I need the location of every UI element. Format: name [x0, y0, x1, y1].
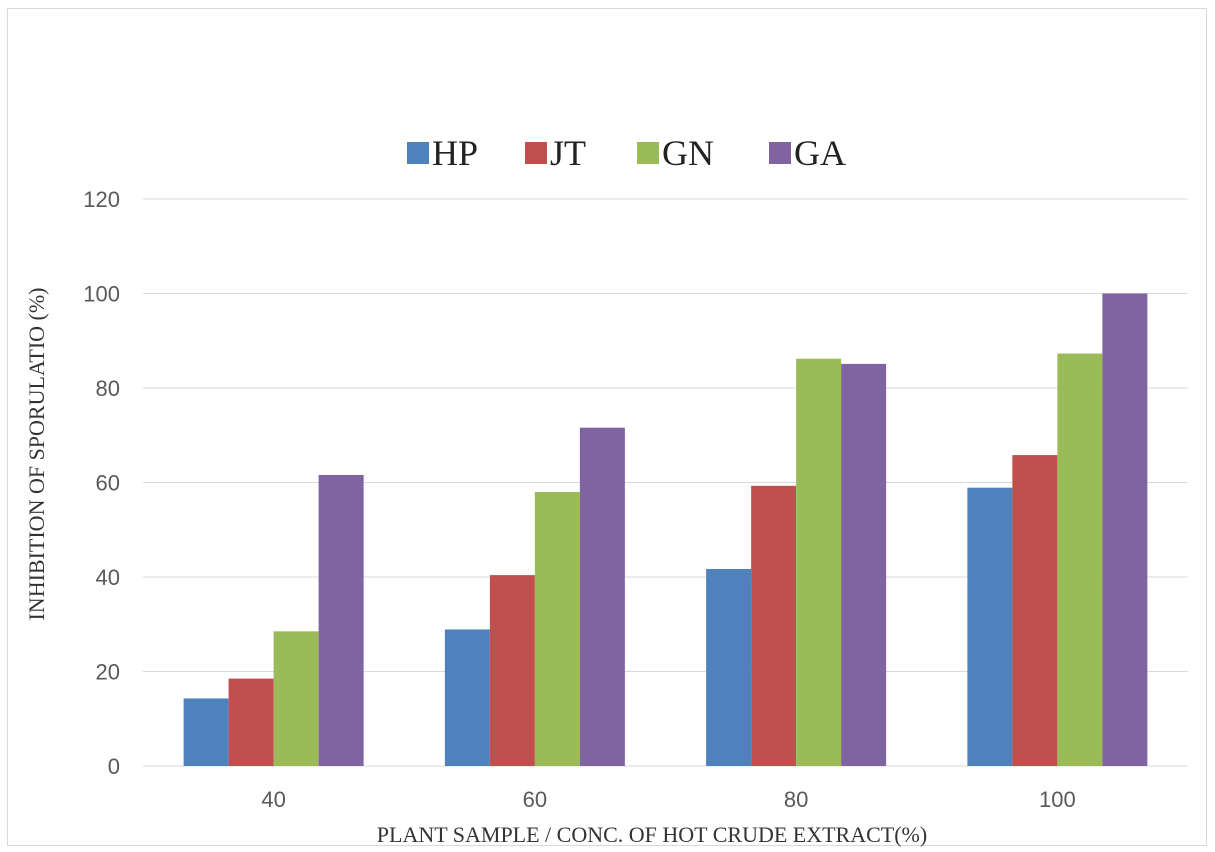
bar-jt-80	[751, 485, 797, 766]
bar-jt-40	[228, 678, 274, 766]
x-tick-labels: 40 60 80 100	[261, 787, 1075, 812]
bar-ga-100	[1102, 293, 1148, 766]
bar-jt-60	[489, 575, 535, 766]
bars	[183, 293, 1148, 766]
bar-gn-100	[1057, 353, 1103, 766]
x-tick-label: 80	[784, 787, 808, 812]
x-tick-label: 40	[261, 787, 285, 812]
bar-ga-80	[841, 363, 887, 766]
legend-swatch-hp	[407, 142, 429, 164]
y-tick-labels: 0 20 40 60 80 100 120	[83, 187, 120, 779]
bar-jt-100	[1012, 455, 1058, 766]
y-tick-label: 60	[96, 471, 120, 496]
y-tick-label: 0	[108, 754, 120, 779]
legend: HP JT GN GA	[407, 133, 846, 173]
y-tick-label: 100	[83, 282, 120, 307]
legend-swatch-jt	[525, 142, 547, 164]
legend-swatch-gn	[637, 142, 659, 164]
bar-hp-40	[183, 698, 229, 766]
legend-label-hp: HP	[432, 133, 478, 173]
bar-gn-80	[796, 358, 842, 766]
bar-gn-40	[273, 631, 319, 766]
bar-hp-100	[967, 487, 1013, 766]
bar-hp-80	[706, 568, 752, 766]
bar-gn-60	[534, 491, 580, 766]
legend-label-jt: JT	[550, 133, 586, 173]
legend-label-ga: GA	[794, 133, 846, 173]
x-tick-label: 100	[1039, 787, 1076, 812]
y-tick-label: 20	[96, 660, 120, 685]
legend-label-gn: GN	[662, 133, 714, 173]
y-tick-label: 40	[96, 565, 120, 590]
x-tick-label: 60	[523, 787, 547, 812]
legend-swatch-ga	[769, 142, 791, 164]
bar-hp-60	[444, 629, 490, 766]
y-axis-title: INHIBITION OF SPORULATIO (%)	[24, 287, 49, 620]
y-tick-label: 80	[96, 376, 120, 401]
bar-ga-40	[318, 474, 364, 766]
y-tick-label: 120	[83, 187, 120, 212]
bar-ga-60	[579, 427, 625, 766]
x-axis-title: PLANT SAMPLE / CONC. OF HOT CRUDE EXTRAC…	[377, 822, 927, 847]
